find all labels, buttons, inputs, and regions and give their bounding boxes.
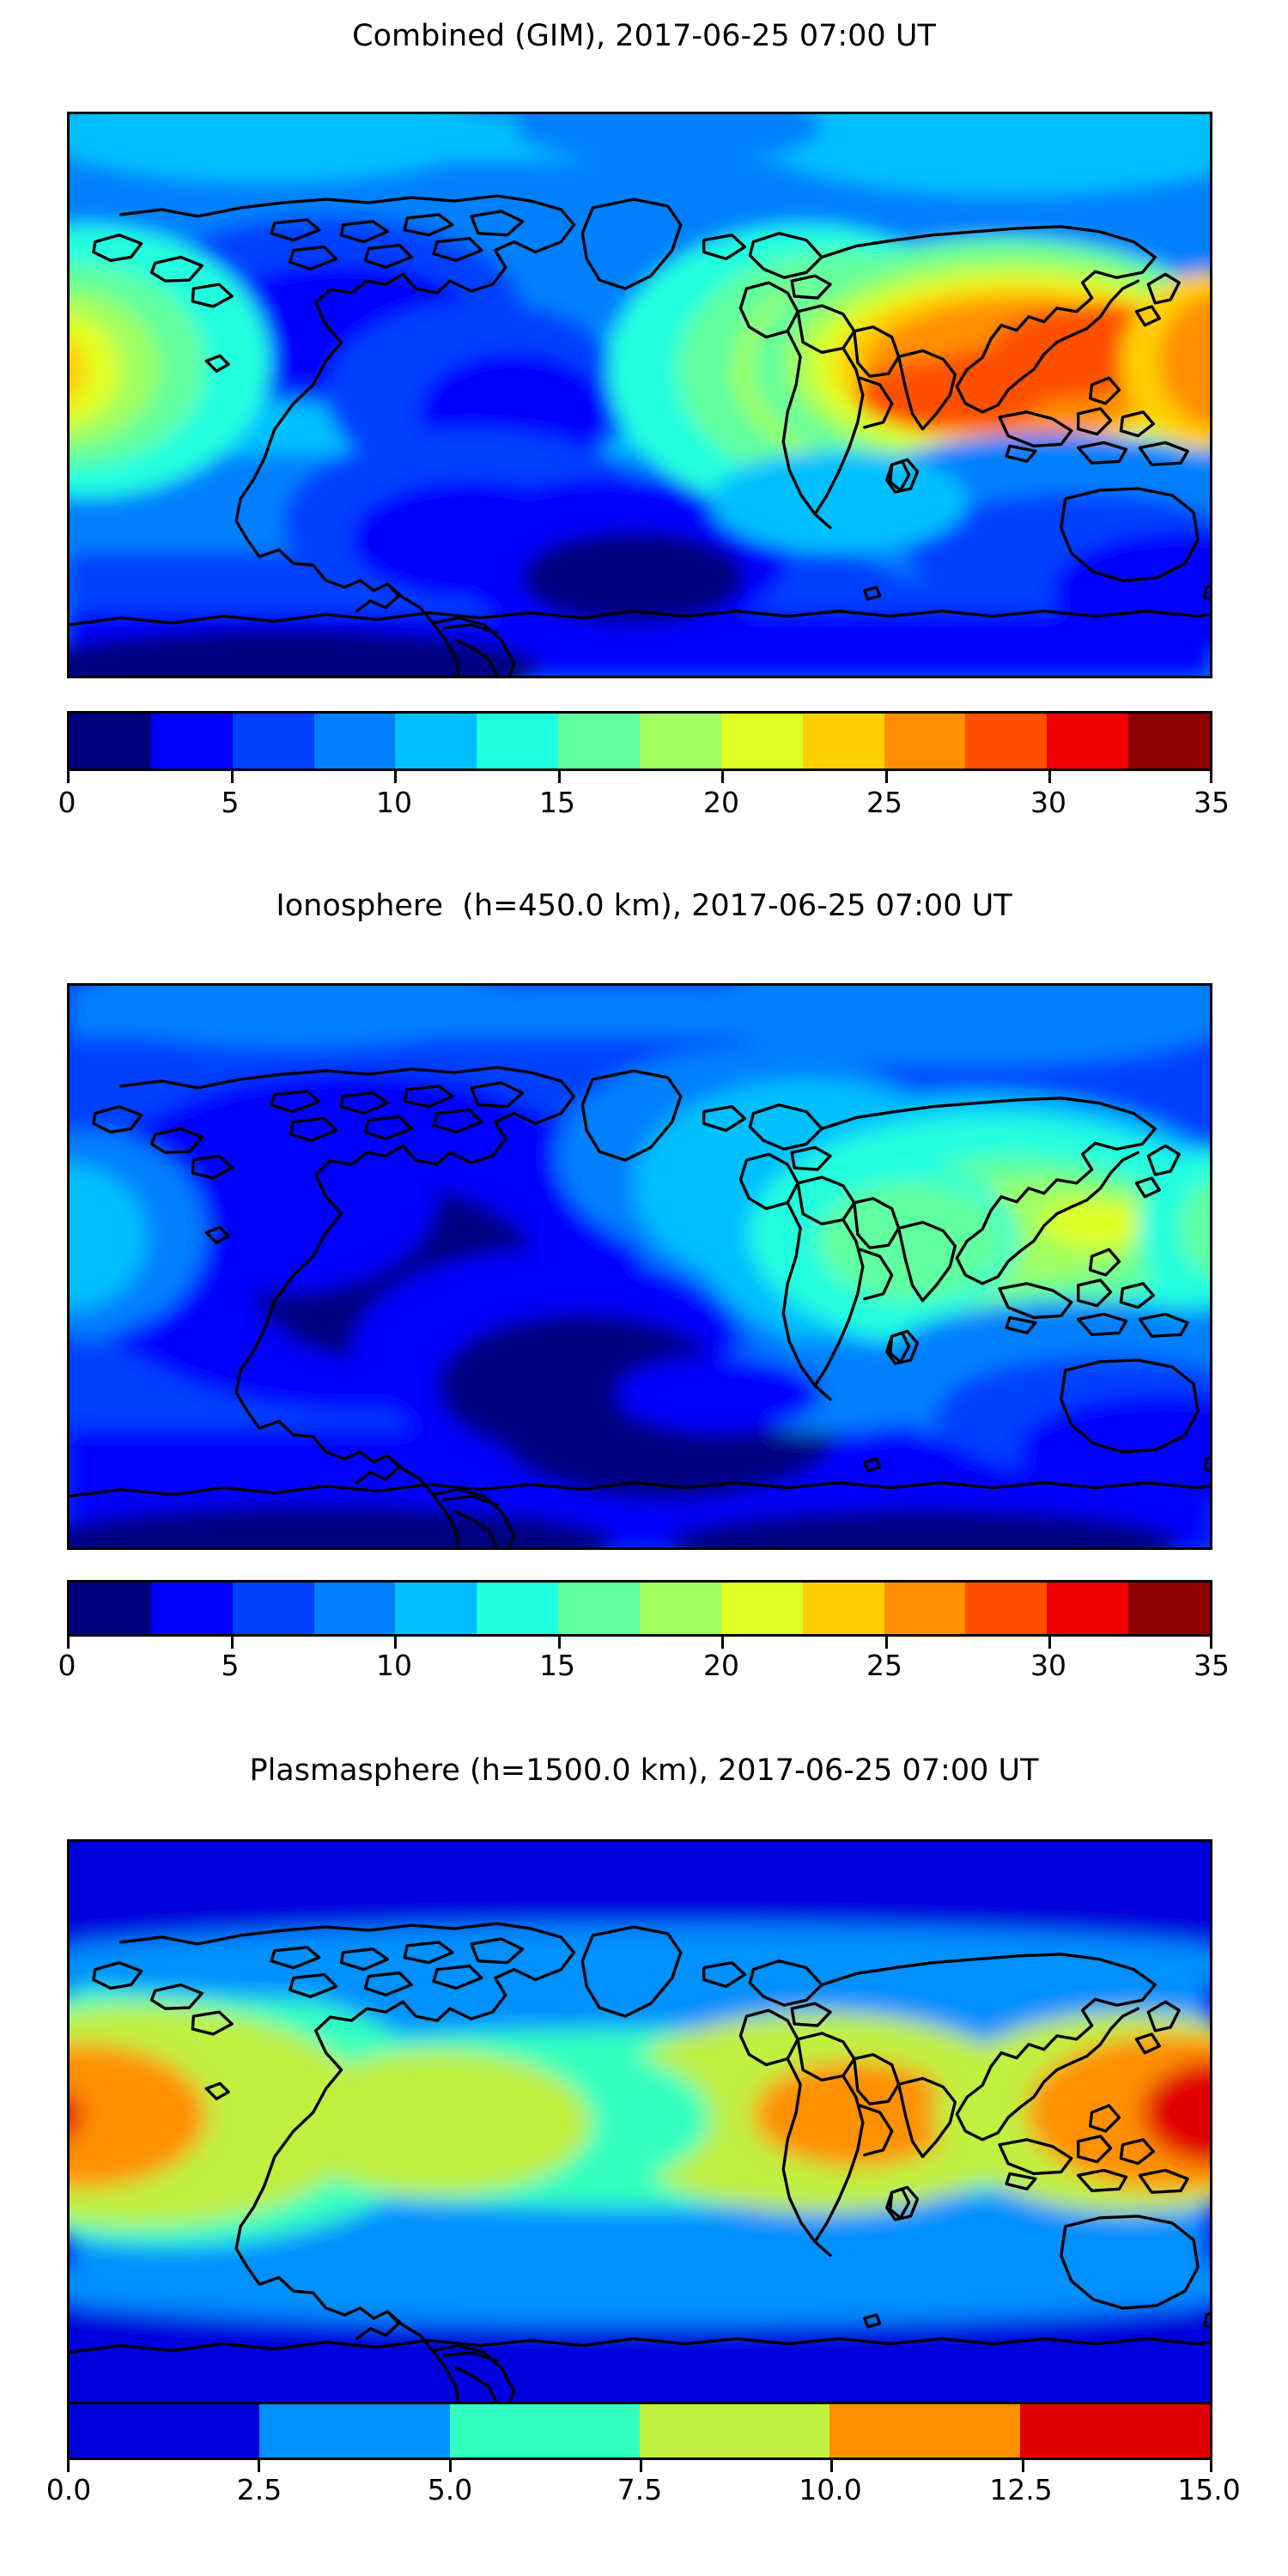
- colorbar-tick-label: 0.0: [46, 2473, 92, 2506]
- colorbar-band: [829, 2404, 1020, 2458]
- colorbar-band: [720, 1583, 803, 1634]
- colorbar-tick-label: 15.0: [1177, 2473, 1241, 2506]
- panel-title-ionosphere-450km: Ionosphere (h=450.0 km), 2017-06-25 07:0…: [276, 889, 1012, 923]
- colorbar-band: [70, 714, 151, 769]
- map-ionosphere-450km: [67, 983, 1212, 1550]
- colorbar-band: [1128, 1583, 1210, 1634]
- map-plasmasphere-1500km: [67, 1839, 1212, 2406]
- colorbar-band: [640, 1583, 721, 1634]
- panel-plasmasphere-1500km: Plasmasphere (h=1500.0 km), 2017-06-25 0…: [0, 1735, 1288, 2576]
- colorbar-tick-label: 5: [221, 786, 240, 819]
- colorbar-band: [965, 1583, 1048, 1634]
- colorbar-band: [313, 714, 396, 769]
- colorbar-band: [477, 1583, 559, 1634]
- colorbar-band: [558, 1583, 641, 1634]
- colorbar-tick-label: 2.5: [236, 2473, 283, 2506]
- colorbar-band: [720, 714, 803, 769]
- colorbar-band: [232, 1583, 314, 1634]
- panel-title-combined-gim: Combined (GIM), 2017-06-25 07:00 UT: [352, 19, 936, 53]
- colorbar-tick-label: 30: [1030, 1649, 1066, 1682]
- colorbar-band: [639, 2404, 830, 2458]
- colorbar-ticks-combined-gim: [67, 771, 1212, 783]
- colorbar-band: [449, 2404, 640, 2458]
- colorbar-tick-label: 0: [58, 786, 76, 819]
- colorbar-tick-label: 5.0: [427, 2473, 473, 2506]
- colorbar-band: [232, 714, 314, 769]
- panel-ionosphere-450km: Ionosphere (h=450.0 km), 2017-06-25 07:0…: [0, 859, 1288, 1735]
- panel-title-plasmasphere-1500km: Plasmasphere (h=1500.0 km), 2017-06-25 0…: [249, 1753, 1039, 1788]
- colorbar-tick-label: 35: [1194, 1649, 1230, 1682]
- colorbar-ionosphere-450km: [67, 1580, 1212, 1637]
- panel-combined-gim: Combined (GIM), 2017-06-25 07:00 UT: [0, 0, 1288, 859]
- colorbar-tick-label: 25: [866, 786, 902, 819]
- colorbar-combined-gim: [67, 711, 1212, 771]
- colorbar-ticks-ionosphere-450km: [67, 1637, 1212, 1649]
- colorbar-tick-label: 0: [58, 1649, 76, 1682]
- colorbar-tick-label: 12.5: [989, 2473, 1053, 2506]
- colorbar-labels-plasmasphere-1500km: 0.0 2.5 5.0 7.5 10.0 12.5 15.0: [0, 2473, 1288, 2512]
- colorbar-band: [965, 714, 1048, 769]
- colorbar-band: [884, 1583, 966, 1634]
- colorbar-band: [395, 714, 477, 769]
- colorbar-tick-label: 10: [376, 786, 412, 819]
- colorbar-band: [70, 2404, 260, 2458]
- colorbar-band: [259, 2404, 450, 2458]
- colorbar-labels-ionosphere-450km: 0 5 10 15 20 25 30 35: [0, 1649, 1288, 1688]
- colorbar-band: [1047, 1583, 1129, 1634]
- colorbar-band: [1019, 2404, 1210, 2458]
- colorbar-band: [477, 714, 559, 769]
- colorbar-band: [150, 714, 233, 769]
- colorbar-band: [558, 714, 641, 769]
- colorbar-tick-label: 15: [539, 1649, 575, 1682]
- colorbar-band: [884, 714, 966, 769]
- colorbar-band: [313, 1583, 396, 1634]
- colorbar-tick-label: 10.0: [799, 2473, 862, 2506]
- colorbar-ticks-plasmasphere-1500km: [67, 2460, 1212, 2472]
- map-combined-gim: [67, 112, 1212, 678]
- colorbar-band: [70, 1583, 151, 1634]
- colorbar-tick-label: 25: [866, 1649, 902, 1682]
- colorbar-tick-label: 20: [703, 1649, 739, 1682]
- colorbar-labels-combined-gim: 0 5 10 15 20 25 30 35: [0, 786, 1288, 825]
- colorbar-tick-label: 7.5: [617, 2473, 663, 2506]
- colorbar-plasmasphere-1500km: [67, 2402, 1212, 2460]
- colorbar-tick-label: 30: [1030, 786, 1066, 819]
- colorbar-band: [1128, 714, 1210, 769]
- colorbar-tick-label: 15: [539, 786, 575, 819]
- colorbar-band: [150, 1583, 233, 1634]
- colorbar-band: [802, 714, 884, 769]
- colorbar-tick-label: 5: [221, 1649, 240, 1682]
- colorbar-band: [802, 1583, 884, 1634]
- colorbar-tick-label: 20: [703, 786, 739, 819]
- colorbar-band: [640, 714, 721, 769]
- colorbar-tick-label: 35: [1194, 786, 1230, 819]
- colorbar-tick-label: 10: [376, 1649, 412, 1682]
- colorbar-band: [1047, 714, 1129, 769]
- colorbar-band: [395, 1583, 477, 1634]
